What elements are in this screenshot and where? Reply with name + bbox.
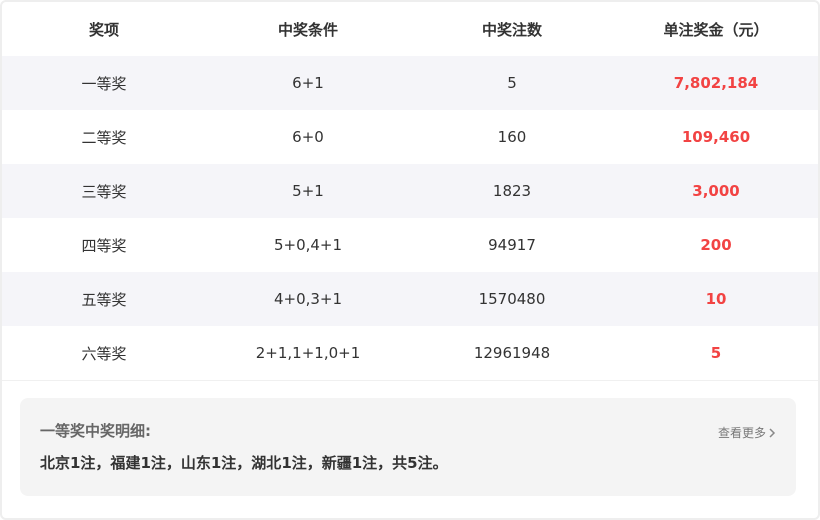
cell-prize: 10 [705,290,727,308]
cell-prize: 109,460 [681,128,751,146]
table-row: 四等奖 5+0,4+1 94917 200 [2,218,818,272]
cell-level: 一等奖 [81,74,127,93]
header-prize: 单注奖金（元） [663,20,769,39]
table-row: 六等奖 2+1,1+1,0+1 12961948 5 [2,326,818,380]
cell-condition: 6+1 [292,74,324,92]
table-row: 五等奖 4+0,3+1 1570480 10 [2,272,818,326]
cell-count: 5 [507,74,517,92]
cell-condition: 6+0 [292,128,324,146]
table-header: 奖项 中奖条件 中奖注数 单注奖金（元） [2,2,818,56]
cell-condition: 5+1 [292,182,324,200]
cell-count: 1570480 [478,290,546,308]
cell-count: 1823 [492,182,532,200]
header-condition: 中奖条件 [277,20,338,39]
table-row: 一等奖 6+1 5 7,802,184 [2,56,818,110]
cell-condition: 2+1,1+1,0+1 [255,344,361,362]
header-level: 奖项 [88,20,119,39]
detail-panel: 一等奖中奖明细: 北京1注，福建1注，山东1注，湖北1注，新疆1注，共5注。 查… [20,398,796,496]
detail-title: 一等奖中奖明细: [40,422,151,440]
cell-count: 160 [497,128,527,146]
cell-prize: 7,802,184 [673,74,759,92]
cell-level: 三等奖 [81,182,127,201]
cell-level: 六等奖 [81,344,127,363]
cell-count: 94917 [488,236,536,254]
cell-level: 四等奖 [81,236,127,255]
cell-condition: 5+0,4+1 [273,236,343,254]
cell-prize: 200 [700,236,732,254]
divider [2,380,818,381]
cell-level: 二等奖 [81,128,127,147]
chevron-right-icon [769,427,776,438]
cell-condition: 4+0,3+1 [273,290,343,308]
table-row: 三等奖 5+1 1823 3,000 [2,164,818,218]
cell-prize: 5 [710,344,722,362]
view-more-link[interactable]: 查看更多 [718,424,776,441]
cell-prize: 3,000 [692,182,740,200]
cell-level: 五等奖 [81,290,127,309]
table-row: 二等奖 6+0 160 109,460 [2,110,818,164]
header-count: 中奖注数 [481,20,542,39]
detail-text: 北京1注，福建1注，山东1注，湖北1注，新疆1注，共5注。 [40,454,448,472]
view-more-label: 查看更多 [717,426,766,440]
cell-count: 12961948 [473,344,551,362]
